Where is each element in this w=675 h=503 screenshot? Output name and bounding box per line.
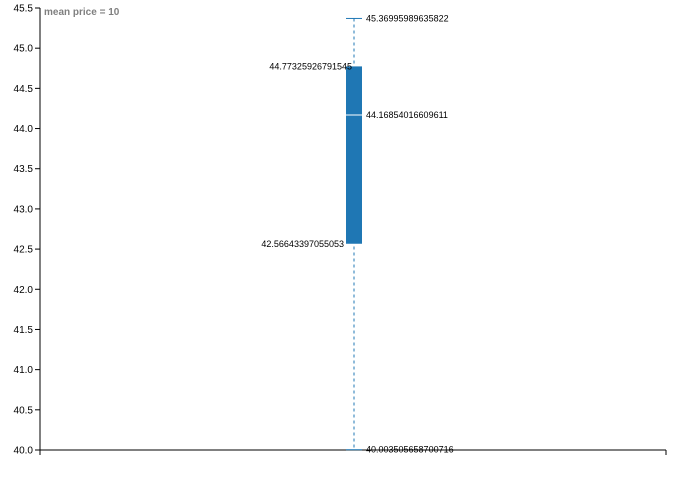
q3-value-label: 44.77325926791545 xyxy=(269,61,352,71)
chart-title: mean price = 10 xyxy=(44,7,120,18)
y-tick-label: 43.0 xyxy=(14,204,34,215)
iqr-box xyxy=(346,66,362,244)
median-value-label: 44.16854016609611 xyxy=(366,110,448,120)
y-tick-label: 43.5 xyxy=(14,164,34,175)
y-tick-label: 42.0 xyxy=(14,285,34,296)
x-axis xyxy=(39,449,667,455)
min-value-label: 40.003505658700716 xyxy=(366,445,454,455)
y-tick-label: 44.5 xyxy=(14,84,34,95)
y-tick-label: 41.5 xyxy=(14,325,34,336)
y-tick-label: 41.0 xyxy=(14,365,34,376)
max-value-label: 45.36995989635822 xyxy=(366,13,449,23)
box-plot xyxy=(346,17,362,451)
box-value-labels: 45.36995989635822 44.77325926791545 44.168… xyxy=(261,13,453,454)
y-tick-label: 44.0 xyxy=(14,124,34,135)
y-tick-label: 40.5 xyxy=(14,405,34,416)
y-tick-label: 45.0 xyxy=(14,44,34,55)
y-axis: 40.0 40.5 41.0 41.5 42.0 42.5 43.0 43.5 44.0 44.5… xyxy=(14,4,41,457)
y-tick-label: 45.5 xyxy=(14,4,34,15)
q1-value-label: 42.56643397055053 xyxy=(261,239,344,249)
y-tick-label: 40.0 xyxy=(14,446,34,457)
y-tick-label: 42.5 xyxy=(14,245,34,256)
